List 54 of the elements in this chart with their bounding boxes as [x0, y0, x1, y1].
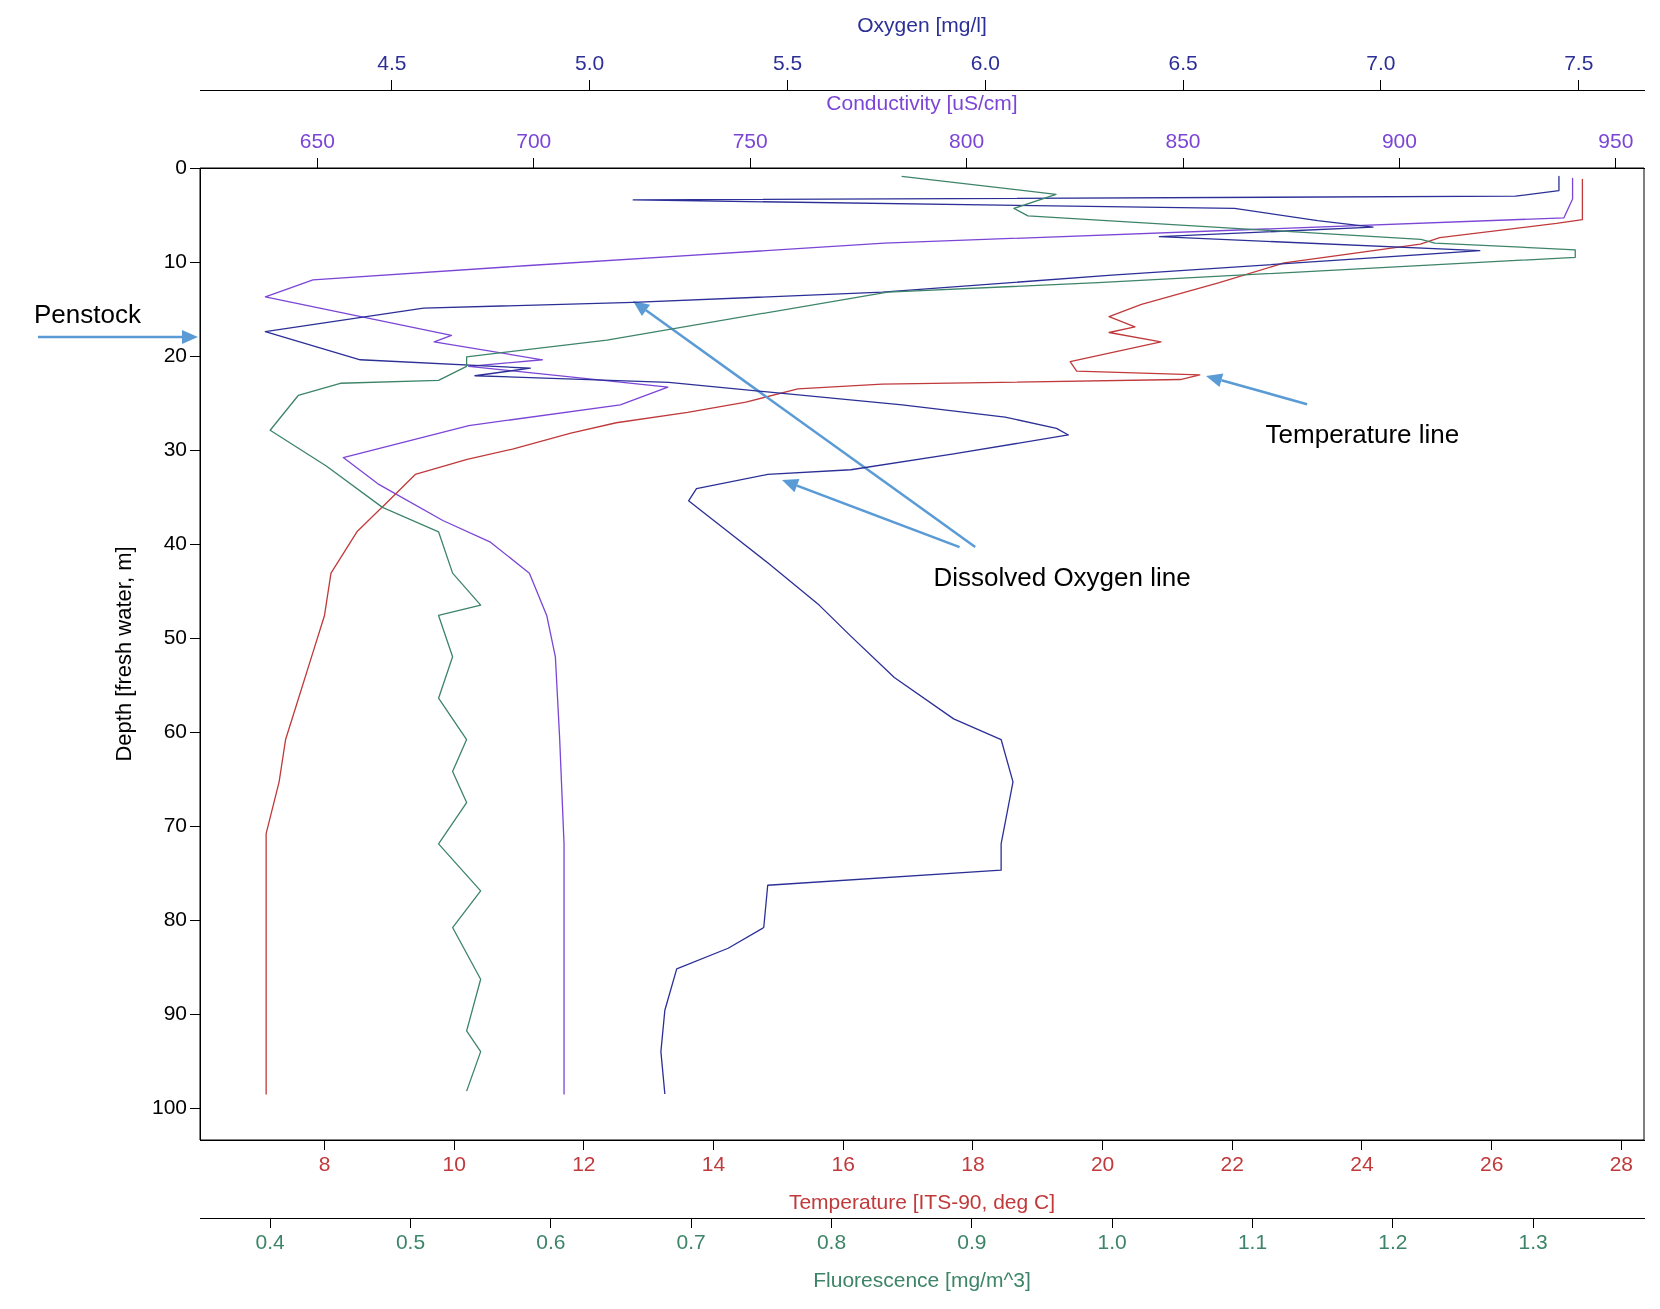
y-tick-label: 80	[163, 906, 187, 930]
x2-tick-label: 5.0	[575, 51, 605, 75]
x2-tick-label: 850	[1165, 129, 1201, 153]
x-tick-label: 28	[1609, 1152, 1633, 1176]
x2-tick-label: 5.5	[772, 51, 803, 75]
y-tick-label: 40	[163, 530, 187, 554]
x-tick-label: 1.0	[1097, 1230, 1127, 1254]
x-tick-label: 12	[572, 1152, 596, 1176]
x-tick-label: 20	[1090, 1152, 1115, 1176]
x-tick-label: 1.3	[1518, 1230, 1548, 1254]
y-tick-label: 30	[163, 436, 187, 460]
x-tick-label: 14	[701, 1152, 726, 1176]
y-tick-label: 20	[163, 342, 187, 366]
x-axis-title: Fluorescence [mg/m^3]	[813, 1268, 1031, 1292]
x-tick-label: 0.5	[395, 1230, 426, 1254]
text: Penstock	[34, 298, 141, 330]
x-tick-label: 0.9	[957, 1230, 987, 1254]
x-tick-label: 10	[442, 1152, 466, 1176]
x2-tick-label: 7.0	[1366, 51, 1396, 75]
x2-tick-label: 750	[732, 129, 768, 153]
x-tick-label: 8	[318, 1152, 331, 1176]
x2-tick-label: 6.5	[1168, 51, 1198, 75]
y-tick-label: 10	[163, 248, 187, 272]
x2-tick-label: 4.5	[377, 51, 407, 75]
y-tick-label: 70	[163, 812, 187, 836]
y-tick-label: 90	[163, 1000, 187, 1024]
x2-tick-label: 700	[516, 129, 552, 153]
x2-tick-label: 7.5	[1564, 51, 1594, 75]
y-tick-label: 60	[163, 718, 187, 742]
x-tick-label: 18	[961, 1152, 985, 1176]
x-tick-label: 0.4	[255, 1230, 286, 1254]
x-tick-label: 26	[1479, 1152, 1504, 1176]
y-tick-label: 50	[163, 624, 187, 648]
annotation: Temperature line	[1265, 418, 1460, 450]
x-tick-label: 24	[1350, 1152, 1374, 1176]
y-tick-label: 0	[175, 154, 187, 178]
x2-tick-label: 900	[1381, 129, 1417, 153]
x2-axis-title: Oxygen [mg/l]	[857, 13, 987, 37]
annotation: Dissolved Oxygen line	[933, 561, 1191, 593]
x2-tick-label: 6.0	[970, 51, 1000, 75]
x-tick-label: 0.8	[816, 1230, 847, 1254]
x2-tick-label: 800	[949, 129, 985, 153]
x-tick-label: 16	[831, 1152, 855, 1176]
x-tick-label: 22	[1220, 1152, 1244, 1176]
y-axis-title: Depth [fresh water, m]	[111, 546, 137, 762]
y-tick-label: 100	[151, 1094, 187, 1118]
x2-tick-label: 950	[1598, 129, 1634, 153]
x-tick-label: 0.6	[536, 1230, 566, 1254]
x-tick-label: 0.7	[676, 1230, 706, 1254]
x2-tick-label: 650	[299, 129, 335, 153]
x-tick-label: 1.2	[1378, 1230, 1408, 1254]
x-axis-title: Temperature [ITS-90, deg C]	[788, 1190, 1056, 1214]
x2-axis-title: Conductivity [uS/cm]	[826, 91, 1018, 115]
x-tick-label: 1.1	[1237, 1230, 1268, 1254]
